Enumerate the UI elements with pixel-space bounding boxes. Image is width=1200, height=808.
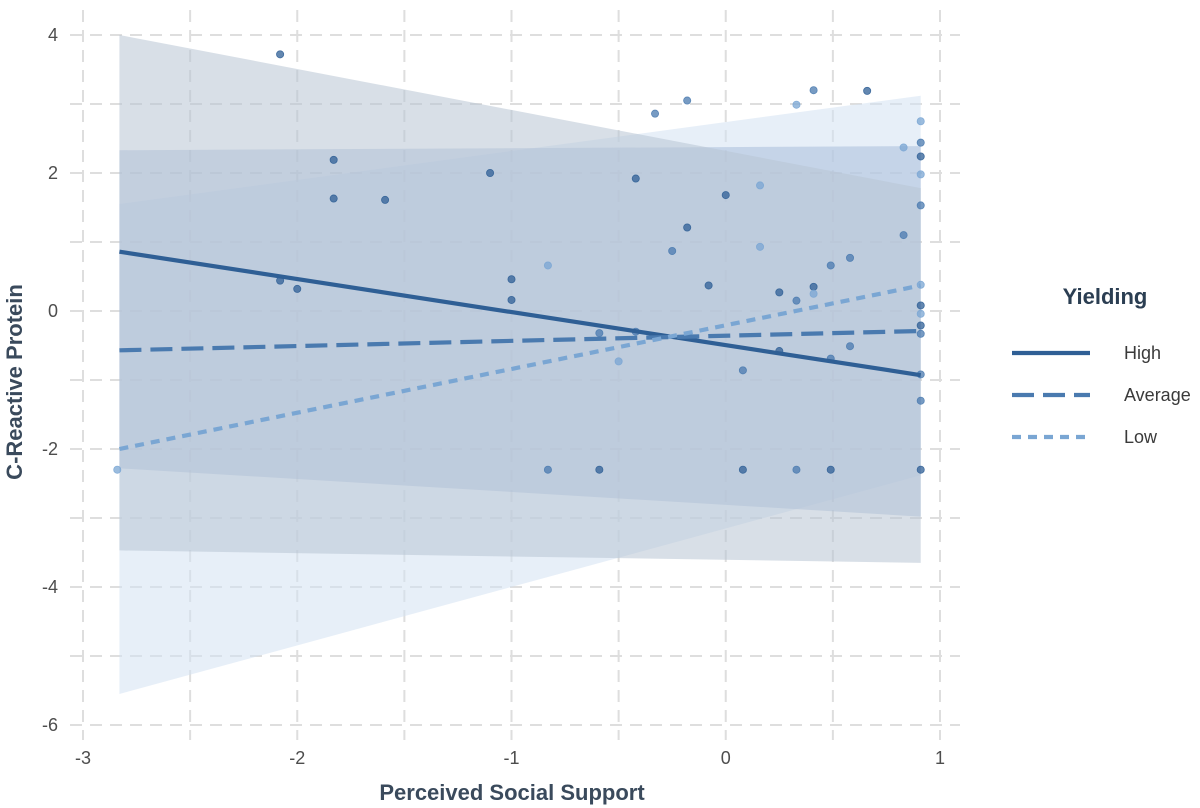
data-point — [792, 100, 801, 109]
x-tick-label: 0 — [721, 748, 731, 768]
data-point — [916, 280, 925, 289]
data-point — [683, 223, 692, 232]
data-point — [507, 275, 516, 284]
confidence-band-high — [119, 35, 921, 563]
data-point — [738, 366, 747, 375]
data-point — [846, 253, 855, 262]
x-tick-label: -3 — [75, 748, 91, 768]
data-point — [276, 50, 285, 59]
data-point — [543, 261, 552, 270]
data-point — [916, 329, 925, 338]
data-point — [614, 357, 623, 366]
x-tick-label: -1 — [503, 748, 519, 768]
data-point — [809, 289, 818, 298]
y-axis-title: C-Reactive Protein — [2, 284, 27, 480]
regression-lines — [119, 249, 922, 452]
data-point — [792, 296, 801, 305]
data-point — [846, 342, 855, 351]
data-point — [809, 86, 818, 95]
y-axis-ticks: -6 -4 -2 0 2 4 — [42, 25, 58, 735]
data-point — [329, 194, 338, 203]
data-point — [329, 155, 338, 164]
data-point — [113, 465, 122, 474]
x-tick-label: -2 — [289, 748, 305, 768]
data-point — [775, 288, 784, 297]
data-point — [809, 282, 818, 291]
x-axis-ticks: -3 -2 -1 0 1 — [75, 748, 945, 768]
regression-line-average — [119, 328, 921, 353]
y-tick-label: -4 — [42, 577, 58, 597]
data-point — [631, 174, 640, 183]
y-tick-label: 0 — [48, 301, 58, 321]
legend-label-average: Average — [1124, 385, 1191, 405]
data-point — [826, 261, 835, 270]
data-point — [916, 117, 925, 126]
data-point — [595, 465, 604, 474]
data-point — [899, 143, 908, 152]
legend-label-low: Low — [1124, 427, 1158, 447]
data-point — [916, 465, 925, 474]
data-point — [507, 295, 516, 304]
regression-line-low — [119, 283, 922, 452]
data-point — [651, 109, 660, 118]
y-tick-label: -2 — [42, 439, 58, 459]
confidence-bands — [119, 35, 921, 694]
data-point — [863, 86, 872, 95]
data-point — [792, 465, 801, 474]
data-point — [381, 195, 390, 204]
regression-line-high — [119, 249, 922, 378]
data-point — [756, 181, 765, 190]
data-point — [683, 96, 692, 105]
data-point — [916, 138, 925, 147]
data-point — [738, 465, 747, 474]
data-point — [668, 246, 677, 255]
data-point — [916, 170, 925, 179]
y-tick-label: -6 — [42, 715, 58, 735]
data-point — [756, 242, 765, 251]
data-point — [899, 231, 908, 240]
y-tick-label: 4 — [48, 25, 58, 45]
x-tick-label: 1 — [935, 748, 945, 768]
data-point — [293, 284, 302, 293]
legend-title: Yielding — [1063, 284, 1148, 309]
data-point — [543, 465, 552, 474]
data-point — [916, 321, 925, 330]
data-point — [916, 201, 925, 210]
legend-label-high: High — [1124, 343, 1161, 363]
data-point — [486, 168, 495, 177]
data-point — [916, 309, 925, 318]
data-point — [916, 152, 925, 161]
y-tick-label: 2 — [48, 163, 58, 183]
data-point — [916, 396, 925, 405]
data-point — [721, 191, 730, 200]
data-point — [595, 329, 604, 338]
legend: Yielding High Average Low — [1012, 284, 1191, 447]
data-point — [826, 465, 835, 474]
data-point — [916, 301, 925, 310]
data-point — [704, 281, 713, 290]
x-axis-title: Perceived Social Support — [379, 780, 645, 805]
data-points — [113, 50, 925, 474]
